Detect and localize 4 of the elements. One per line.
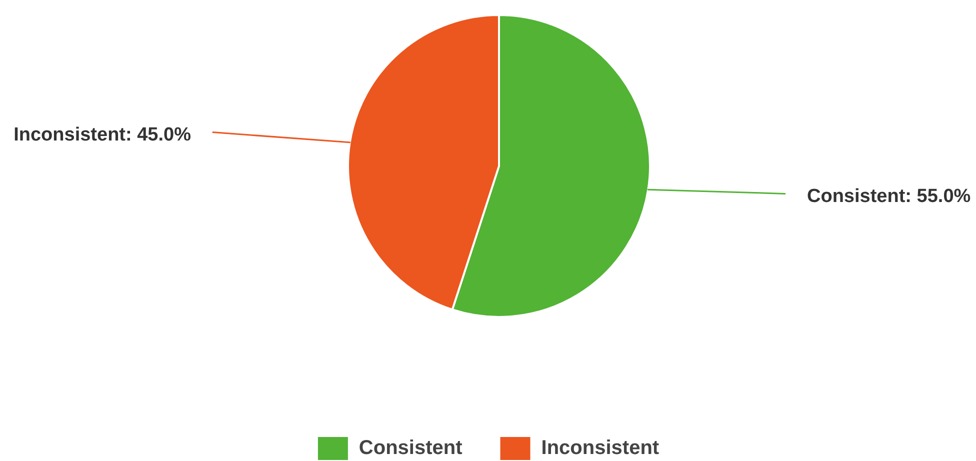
legend-label: Inconsistent <box>541 437 660 460</box>
legend-label: Consistent <box>358 437 463 460</box>
data-label: Consistent: 55.0% <box>807 186 971 207</box>
data-label: Inconsistent: 45.0% <box>14 124 192 146</box>
